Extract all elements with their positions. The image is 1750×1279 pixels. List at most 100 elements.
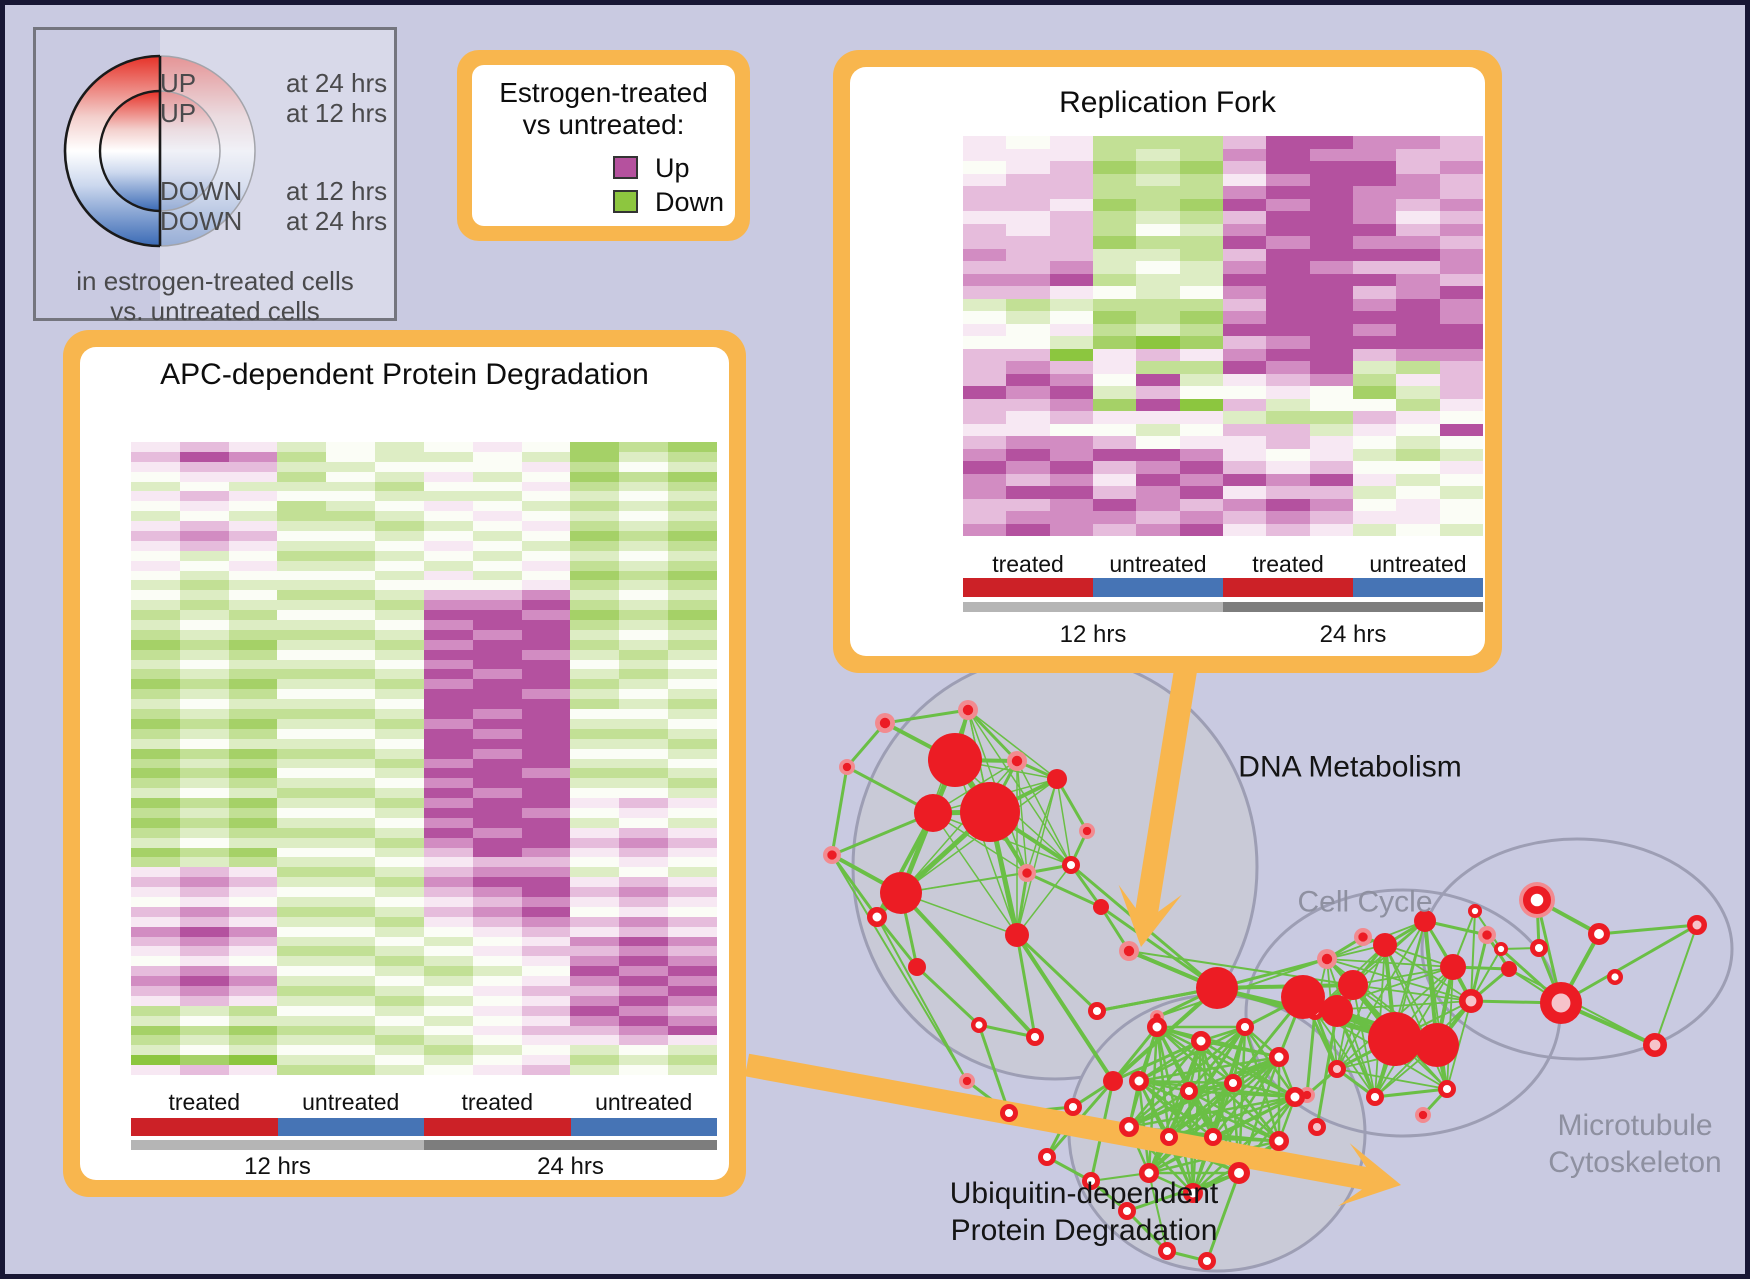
- heatmap-cell: [131, 550, 180, 561]
- heatmap-cell: [619, 985, 669, 996]
- heatmap-cell: [1439, 461, 1483, 474]
- heatmap-cell: [570, 511, 620, 522]
- heatmap-cell: [521, 817, 571, 828]
- heatmap-cell: [668, 1065, 717, 1075]
- heatmap-cell: [423, 966, 473, 977]
- heatmap-cell: [1222, 198, 1267, 211]
- heatmap-cell: [1092, 386, 1137, 399]
- network-node: [1119, 1117, 1139, 1137]
- network-node: [1228, 1162, 1251, 1185]
- heatmap-cell: [228, 442, 278, 452]
- heatmap-cell: [472, 481, 522, 492]
- heatmap-cell: [326, 451, 376, 462]
- heatmap-cell: [375, 896, 424, 907]
- heatmap-cell: [963, 398, 1007, 411]
- heatmap-cell: [423, 649, 473, 660]
- group-color-bar: [131, 1118, 278, 1136]
- heatmap-cell: [1396, 136, 1440, 149]
- heatmap-cell: [423, 451, 473, 462]
- heatmap-cell: [570, 1035, 620, 1046]
- heatmap-cell: [963, 323, 1007, 336]
- heatmap-cell: [1006, 423, 1050, 436]
- heatmap-cell: [963, 236, 1007, 249]
- group-label-treated-0: treated: [168, 1089, 241, 1115]
- heatmap-cell: [375, 1035, 424, 1046]
- heatmap-cell: [326, 639, 376, 650]
- heatmap-cell: [277, 600, 327, 611]
- heatmap-cell: [1396, 523, 1440, 536]
- heatmap-cell: [131, 649, 180, 660]
- heatmap-cell: [1266, 161, 1310, 174]
- heatmap-cell: [570, 570, 620, 581]
- heatmap-cell: [179, 451, 229, 462]
- heatmap-cell: [1092, 136, 1137, 149]
- heatmap-cell: [326, 590, 376, 601]
- heatmap-cell: [1092, 523, 1137, 536]
- network-edge: [1211, 1055, 1281, 1139]
- heatmap-cell: [472, 501, 522, 512]
- heatmap-cell: [131, 669, 180, 680]
- network-edge: [831, 854, 968, 1082]
- heatmap-cell: [1006, 373, 1050, 386]
- network-edge: [1125, 1171, 1241, 1213]
- heatmap-cell: [375, 600, 424, 611]
- heatmap-cell: [131, 600, 180, 611]
- heatmap-cell: [228, 956, 278, 967]
- heatmap-cell: [619, 620, 669, 630]
- cluster-label-ubiquitin-dependent-protein-degradation: Ubiquitin-dependent Protein Degradation: [949, 1177, 1219, 1247]
- heatmap-cell: [1266, 398, 1310, 411]
- heatmap-cell: [521, 521, 571, 532]
- heatmap-cell: [179, 1005, 229, 1016]
- heatmap-cell: [963, 498, 1007, 511]
- network-edge: [1137, 1079, 1235, 1085]
- heatmap-cell: [1092, 473, 1137, 486]
- heatmap-cell: [277, 1065, 327, 1075]
- heatmap-cell: [1439, 173, 1483, 186]
- heatmap-cell: [1396, 461, 1440, 474]
- heatmap-cell: [1352, 398, 1397, 411]
- heatmap-cell: [375, 768, 424, 779]
- heatmap-cell: [1266, 361, 1310, 374]
- down-color-swatch: [613, 190, 638, 213]
- heatmap-cell: [375, 827, 424, 838]
- heatmap-cell: [228, 1025, 278, 1036]
- network-node: [1606, 969, 1623, 986]
- heatmap-cell: [1266, 373, 1310, 386]
- estrogen-legend-title-line2: vs untreated:: [522, 109, 685, 140]
- heatmap-cell: [1396, 323, 1440, 336]
- network-edge: [1099, 905, 1219, 990]
- heatmap-cell: [423, 1025, 473, 1036]
- heatmap-cell: [1006, 186, 1050, 199]
- network-edge: [1167, 1055, 1281, 1139]
- heatmap-cell: [619, 857, 669, 868]
- heatmap-cell: [472, 1035, 522, 1046]
- heatmap-cell: [668, 620, 717, 630]
- heatmap-cell: [326, 442, 376, 452]
- heatmap-cell: [472, 847, 522, 858]
- heatmap-cell: [570, 1015, 620, 1026]
- network-node: [867, 907, 887, 927]
- heatmap-cell: [1309, 286, 1353, 299]
- heatmap-cell: [1439, 236, 1483, 249]
- heatmap-cell: [326, 857, 376, 868]
- heatmap-cell: [179, 679, 229, 690]
- heatmap-cell: [521, 540, 571, 551]
- heatmap-cell: [1352, 286, 1397, 299]
- heatmap-cell: [1439, 373, 1483, 386]
- heatmap-cell: [1222, 261, 1267, 274]
- heatmap-cell: [619, 867, 669, 878]
- heatmap-cell: [570, 1025, 620, 1036]
- heatmap-cell: [668, 521, 717, 532]
- heatmap-cell: [179, 966, 229, 977]
- arrow-head-replication-fork-to-dna: [1118, 884, 1182, 947]
- network-node: [1081, 1171, 1100, 1190]
- heatmap-cell: [1352, 323, 1397, 336]
- heatmap-cell: [228, 906, 278, 917]
- heatmap-cell: [1179, 161, 1223, 174]
- time-label: at 12 hrs: [286, 176, 388, 206]
- heatmap-cell: [179, 629, 229, 640]
- network-node: [1643, 1033, 1668, 1058]
- heatmap-cell: [1396, 298, 1440, 311]
- heatmap-cell: [375, 887, 424, 897]
- heatmap-cell: [619, 946, 669, 957]
